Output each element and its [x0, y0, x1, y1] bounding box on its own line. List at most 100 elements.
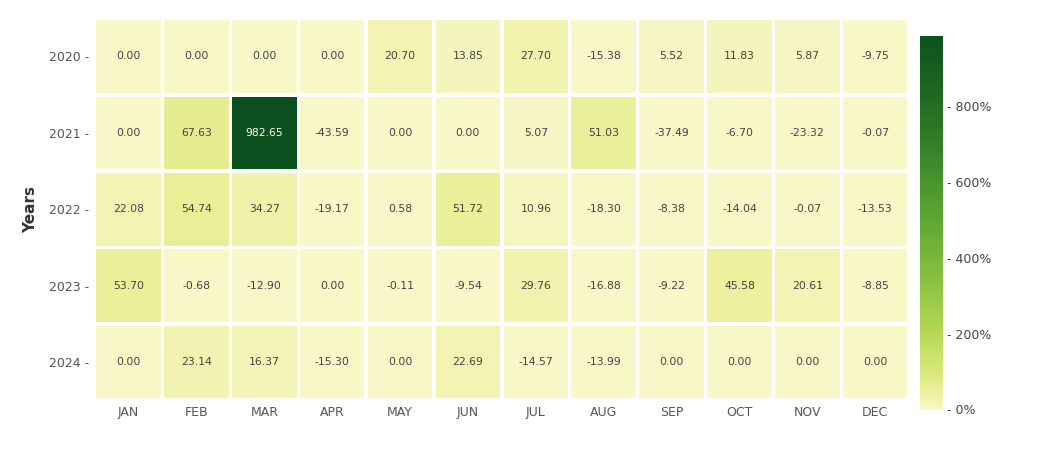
Bar [503, 20, 568, 93]
Text: -0.11: -0.11 [386, 281, 414, 291]
Bar [436, 96, 500, 169]
Text: -16.88: -16.88 [586, 281, 621, 291]
Text: 5.87: 5.87 [796, 51, 820, 61]
Bar [503, 326, 568, 399]
Text: 0.00: 0.00 [727, 357, 751, 367]
Bar [639, 173, 704, 246]
Text: 29.76: 29.76 [520, 281, 551, 291]
Text: -0.68: -0.68 [183, 281, 210, 291]
Text: -0.07: -0.07 [794, 204, 822, 214]
Text: 0.00: 0.00 [184, 51, 208, 61]
Text: 23.14: 23.14 [181, 357, 212, 367]
Bar [97, 20, 161, 93]
Bar [775, 249, 840, 322]
Bar [164, 249, 229, 322]
Text: 10.96: 10.96 [520, 204, 552, 214]
Bar [436, 249, 500, 322]
Bar [164, 326, 229, 399]
Bar [572, 20, 636, 93]
Bar [300, 173, 365, 246]
Bar [436, 173, 500, 246]
Text: 0.00: 0.00 [456, 128, 480, 138]
Y-axis label: Years: Years [23, 186, 38, 233]
Bar [503, 173, 568, 246]
Bar [300, 249, 365, 322]
Bar [232, 173, 296, 246]
Text: 982.65: 982.65 [245, 128, 283, 138]
Text: 20.70: 20.70 [385, 51, 415, 61]
Text: -6.70: -6.70 [725, 128, 754, 138]
Text: 0.00: 0.00 [117, 51, 141, 61]
Bar [300, 20, 365, 93]
Text: -13.99: -13.99 [586, 357, 621, 367]
Bar [232, 326, 296, 399]
Text: 53.70: 53.70 [114, 281, 144, 291]
Bar [639, 326, 704, 399]
Text: -23.32: -23.32 [790, 128, 825, 138]
Bar [97, 96, 161, 169]
Text: 22.69: 22.69 [453, 357, 483, 367]
Text: -14.57: -14.57 [518, 357, 553, 367]
Text: -19.17: -19.17 [315, 204, 350, 214]
Text: -9.22: -9.22 [658, 281, 685, 291]
Bar [707, 173, 771, 246]
Bar [707, 20, 771, 93]
Text: 11.83: 11.83 [724, 51, 755, 61]
Text: 0.00: 0.00 [252, 51, 276, 61]
Bar [164, 173, 229, 246]
Text: -8.85: -8.85 [861, 281, 889, 291]
Text: -9.75: -9.75 [861, 51, 889, 61]
Bar [503, 249, 568, 322]
Text: 20.61: 20.61 [791, 281, 823, 291]
Bar [707, 326, 771, 399]
Bar [368, 173, 432, 246]
Text: 0.00: 0.00 [388, 357, 412, 367]
Text: 22.08: 22.08 [114, 204, 144, 214]
Text: -43.59: -43.59 [315, 128, 350, 138]
Bar [232, 96, 296, 169]
Bar [775, 20, 840, 93]
Text: 0.00: 0.00 [388, 128, 412, 138]
Bar [368, 249, 432, 322]
Bar [300, 96, 365, 169]
Text: 67.63: 67.63 [181, 128, 212, 138]
Bar [775, 326, 840, 399]
Text: 51.03: 51.03 [589, 128, 619, 138]
Text: 0.00: 0.00 [659, 357, 684, 367]
Text: 51.72: 51.72 [453, 204, 483, 214]
Bar [232, 249, 296, 322]
Text: -13.53: -13.53 [858, 204, 892, 214]
Bar [368, 326, 432, 399]
Bar [707, 96, 771, 169]
Bar [97, 249, 161, 322]
Bar [843, 249, 907, 322]
Bar [639, 249, 704, 322]
Bar [639, 96, 704, 169]
Text: 0.00: 0.00 [796, 357, 820, 367]
Text: -9.54: -9.54 [454, 281, 481, 291]
Text: 34.27: 34.27 [249, 204, 280, 214]
Bar [775, 173, 840, 246]
Text: 0.00: 0.00 [320, 281, 345, 291]
Text: 0.00: 0.00 [117, 357, 141, 367]
Bar [164, 20, 229, 93]
Text: 27.70: 27.70 [520, 51, 552, 61]
Text: -15.38: -15.38 [586, 51, 621, 61]
Text: -0.07: -0.07 [861, 128, 889, 138]
Text: 0.00: 0.00 [320, 51, 345, 61]
Text: -12.90: -12.90 [247, 281, 282, 291]
Bar [775, 96, 840, 169]
Bar [843, 20, 907, 93]
Text: 16.37: 16.37 [249, 357, 280, 367]
Bar [368, 96, 432, 169]
Text: 0.00: 0.00 [117, 128, 141, 138]
Bar [572, 326, 636, 399]
Bar [300, 326, 365, 399]
Bar [572, 249, 636, 322]
Bar [436, 20, 500, 93]
Text: 54.74: 54.74 [181, 204, 212, 214]
Bar [572, 173, 636, 246]
Bar [639, 20, 704, 93]
Text: -18.30: -18.30 [586, 204, 621, 214]
Bar [843, 326, 907, 399]
